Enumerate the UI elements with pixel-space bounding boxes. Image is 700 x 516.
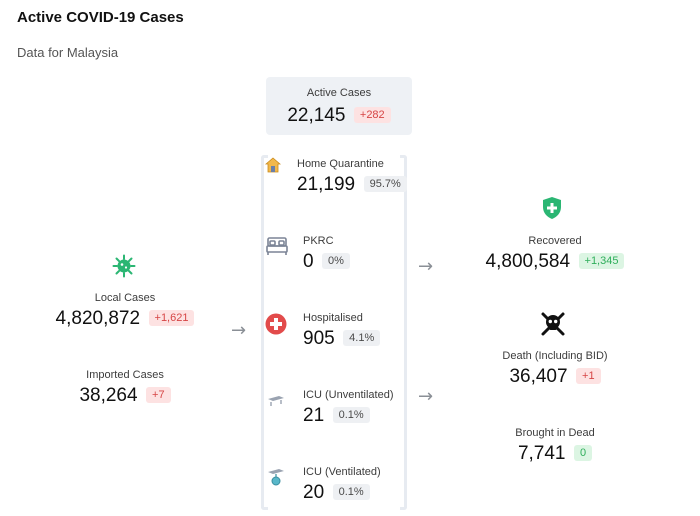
pkrc-pct: 0% bbox=[322, 253, 350, 269]
recovered-stat: Recovered 4,800,584 +1,345 bbox=[460, 235, 650, 273]
imported-cases-label: Imported Cases bbox=[86, 369, 164, 381]
icu-ventilated-value: 20 bbox=[303, 482, 325, 503]
home-quarantine-label: Home Quarantine bbox=[297, 158, 384, 170]
recovered-label: Recovered bbox=[528, 235, 582, 247]
arrow-right-icon: → bbox=[231, 320, 247, 341]
active-cases-delta: +282 bbox=[353, 107, 391, 123]
home-quarantine-stat: Home Quarantine 21,199 95.7% bbox=[297, 158, 407, 196]
home-quarantine-pct: 95.7% bbox=[363, 176, 407, 192]
death-value: 36,407 bbox=[509, 366, 568, 387]
brought-in-dead-stat: Brought in Dead 7,741 0 bbox=[460, 427, 650, 465]
imported-cases-delta: +7 bbox=[146, 387, 171, 403]
arrow-right-icon: → bbox=[418, 256, 434, 277]
recovered-delta: +1,345 bbox=[578, 253, 625, 269]
death-delta: +1 bbox=[576, 368, 601, 384]
skull-crossbones-icon bbox=[541, 312, 565, 336]
active-cases-value: 22,145 bbox=[287, 105, 346, 126]
bracket-left bbox=[261, 155, 268, 510]
brought-in-dead-value: 7,741 bbox=[517, 443, 566, 464]
pkrc-label: PKRC bbox=[303, 235, 334, 247]
local-cases-stat: Local Cases 4,820,872 +1,621 bbox=[40, 292, 210, 330]
icu-ventilated-stat: ICU (Ventilated) 20 0.1% bbox=[303, 466, 381, 504]
local-cases-value: 4,820,872 bbox=[55, 308, 141, 329]
icu-unventilated-pct: 0.1% bbox=[332, 407, 370, 423]
death-label: Death (Including BID) bbox=[502, 350, 608, 362]
icu-ventilated-pct: 0.1% bbox=[332, 484, 370, 500]
pkrc-value: 0 bbox=[303, 251, 314, 272]
death-stat: Death (Including BID) 36,407 +1 bbox=[460, 350, 650, 388]
active-cases-card: Active Cases 22,145 +282 bbox=[266, 77, 412, 135]
icu-unventilated-stat: ICU (Unventilated) 21 0.1% bbox=[303, 389, 393, 427]
shield-plus-icon bbox=[543, 197, 561, 219]
ventilator-icon bbox=[268, 469, 284, 486]
imported-cases-value: 38,264 bbox=[79, 385, 138, 406]
virus-icon bbox=[112, 254, 136, 278]
hospitalised-pct: 4.1% bbox=[343, 330, 381, 346]
home-icon bbox=[265, 157, 281, 173]
page-title: Active COVID-19 Cases bbox=[17, 9, 184, 26]
page-subtitle: Data for Malaysia bbox=[17, 45, 119, 60]
icu-unventilated-label: ICU (Unventilated) bbox=[303, 389, 394, 401]
active-cases-label: Active Cases bbox=[306, 87, 372, 99]
local-cases-label: Local Cases bbox=[94, 292, 156, 304]
bracket-right bbox=[400, 155, 407, 510]
hospital-cross-icon bbox=[265, 313, 287, 335]
local-cases-delta: +1,621 bbox=[148, 310, 195, 326]
icu-bed-icon bbox=[268, 396, 284, 406]
arrow-right-icon: → bbox=[418, 386, 434, 407]
icu-unventilated-value: 21 bbox=[303, 405, 325, 426]
brought-in-dead-label: Brought in Dead bbox=[515, 427, 595, 439]
hospitalised-stat: Hospitalised 905 4.1% bbox=[303, 312, 381, 350]
brought-in-dead-delta: 0 bbox=[573, 445, 593, 461]
hospitalised-label: Hospitalised bbox=[303, 312, 363, 324]
icu-ventilated-label: ICU (Ventilated) bbox=[303, 466, 381, 478]
pkrc-stat: PKRC 0 0% bbox=[303, 235, 350, 273]
hospitalised-value: 905 bbox=[303, 328, 335, 349]
recovered-value: 4,800,584 bbox=[485, 251, 571, 272]
imported-cases-stat: Imported Cases 38,264 +7 bbox=[40, 369, 210, 407]
home-quarantine-value: 21,199 bbox=[297, 174, 356, 195]
bed-icon bbox=[266, 237, 288, 255]
